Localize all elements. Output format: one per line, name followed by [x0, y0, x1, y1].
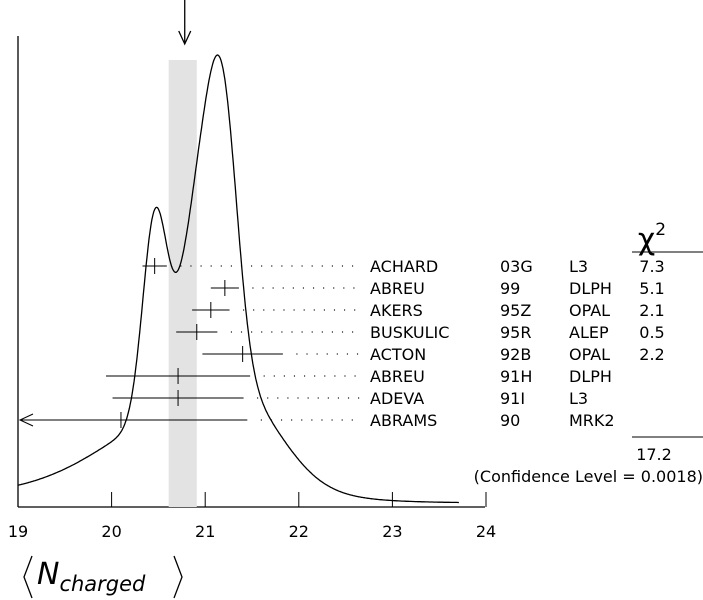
x-tick-label: 22	[289, 522, 309, 541]
angle-bracket-left	[23, 555, 33, 599]
chi2-header: χ2	[638, 220, 666, 257]
measurements: ACHARD 03G L3 7.3 ABREU 99 DLPH 5.1 AKERS 95Z OPAL…	[18, 257, 665, 430]
measurement-row: ABREU 91H DLPH	[105, 367, 612, 386]
measurement-author: AKERS	[370, 301, 423, 320]
x-tick-label: 23	[382, 522, 402, 541]
plot-frame	[17, 36, 485, 508]
measurement-author: BUSKULIC	[370, 323, 449, 342]
measurement-chi2: 5.1	[639, 279, 664, 298]
measurement-reference: 90	[500, 411, 520, 430]
measurement-reference: 95Z	[500, 301, 531, 320]
measurement-row: ABREU 99 DLPH 5.1	[210, 279, 665, 298]
measurement-experiment: L3	[569, 257, 588, 276]
measurement-row: ACTON 92B OPAL 2.2	[202, 345, 665, 364]
measurement-author: ACHARD	[370, 257, 438, 276]
measurement-experiment: ALEP	[569, 323, 609, 342]
measurement-reference: 03G	[500, 257, 533, 276]
measurement-reference: 95R	[500, 323, 531, 342]
x-tick-label: 21	[195, 522, 215, 541]
measurement-author: ABREU	[370, 367, 425, 386]
weighted-average-arrow	[178, 0, 192, 46]
measurement-chi2: 2.2	[639, 345, 664, 364]
measurement-row: ADEVA 91I L3	[112, 389, 588, 408]
measurement-chi2: 2.1	[639, 301, 664, 320]
measurement-author: ACTON	[370, 345, 426, 364]
x-axis-label-text: Ncharged	[37, 557, 146, 596]
ideogram-curve	[17, 54, 459, 504]
measurement-experiment: DLPH	[569, 367, 612, 386]
measurement-row: AKERS 95Z OPAL 2.1	[192, 301, 665, 320]
x-axis-ticks: 19 20 21 22 23 24	[8, 492, 496, 541]
x-tick-label: 24	[476, 522, 496, 541]
chi2-column: χ2 17.2 (Confidence Level = 0.0018)	[474, 220, 703, 486]
measurement-row: ABRAMS 90 MRK2	[18, 411, 615, 430]
measurement-author: ABREU	[370, 279, 425, 298]
average-arrow-head	[178, 30, 192, 46]
x-axis-label: Ncharged	[23, 555, 183, 599]
measurement-author: ABRAMS	[370, 411, 437, 430]
measurement-experiment: L3	[569, 389, 588, 408]
measurement-experiment: OPAL	[569, 345, 610, 364]
measurement-author: ADEVA	[370, 389, 424, 408]
measurement-row: ACHARD 03G L3 7.3	[142, 257, 665, 276]
x-tick-label: 19	[8, 522, 28, 541]
angle-bracket-right	[173, 555, 183, 599]
limit-arrow	[18, 413, 34, 427]
measurement-reference: 91H	[500, 367, 532, 386]
measurement-chi2: 7.3	[639, 257, 664, 276]
chi2-total: 17.2	[636, 445, 672, 464]
measurement-reference: 91I	[500, 389, 525, 408]
measurement-reference: 92B	[500, 345, 531, 364]
measurement-chi2: 0.5	[639, 323, 664, 342]
measurement-experiment: MRK2	[569, 411, 615, 430]
x-tick-label: 20	[101, 522, 121, 541]
measurement-reference: 99	[500, 279, 520, 298]
measurement-row: BUSKULIC 95R ALEP 0.5	[176, 323, 665, 342]
weighted-average-band	[168, 60, 197, 507]
measurement-experiment: OPAL	[569, 301, 610, 320]
confidence-level: (Confidence Level = 0.0018)	[474, 467, 703, 486]
measurement-experiment: DLPH	[569, 279, 612, 298]
